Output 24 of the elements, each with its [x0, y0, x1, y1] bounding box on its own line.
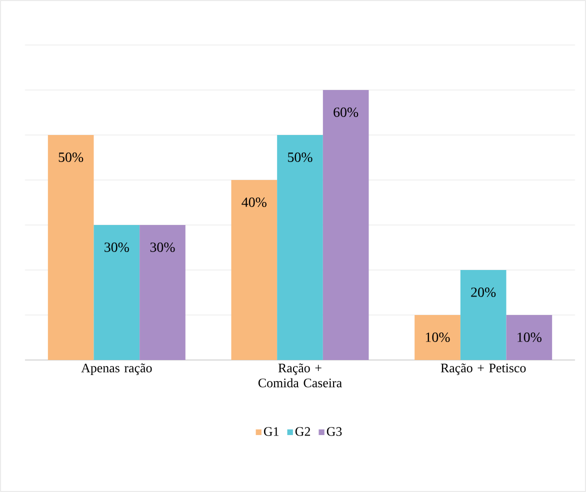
data-label: 10% — [426, 332, 450, 342]
legend-label: G3 — [326, 427, 342, 436]
x-tick-label: Apenas ração — [81, 364, 152, 375]
bar — [94, 225, 140, 360]
bar — [506, 315, 552, 360]
bar — [322, 90, 369, 360]
bar — [277, 135, 323, 360]
data-label: 30% — [104, 242, 129, 252]
data-label: 40% — [242, 198, 266, 207]
bar — [140, 225, 186, 360]
legend-label: G1 — [264, 427, 279, 436]
data-label: 60% — [334, 108, 358, 117]
bar — [48, 135, 94, 360]
data-label: 50% — [288, 152, 312, 162]
bar — [460, 270, 506, 360]
x-tick-label: Ração + Comida Caseira — [258, 364, 342, 388]
x-tick-label: Ração + Petisco — [440, 364, 526, 375]
data-label: 50% — [58, 152, 84, 162]
data-label: 20% — [471, 288, 496, 297]
data-label: 10% — [518, 332, 542, 342]
bar — [231, 180, 278, 360]
bar — [414, 315, 460, 360]
legend-label: G2 — [295, 427, 310, 436]
data-label: 30% — [150, 242, 175, 252]
